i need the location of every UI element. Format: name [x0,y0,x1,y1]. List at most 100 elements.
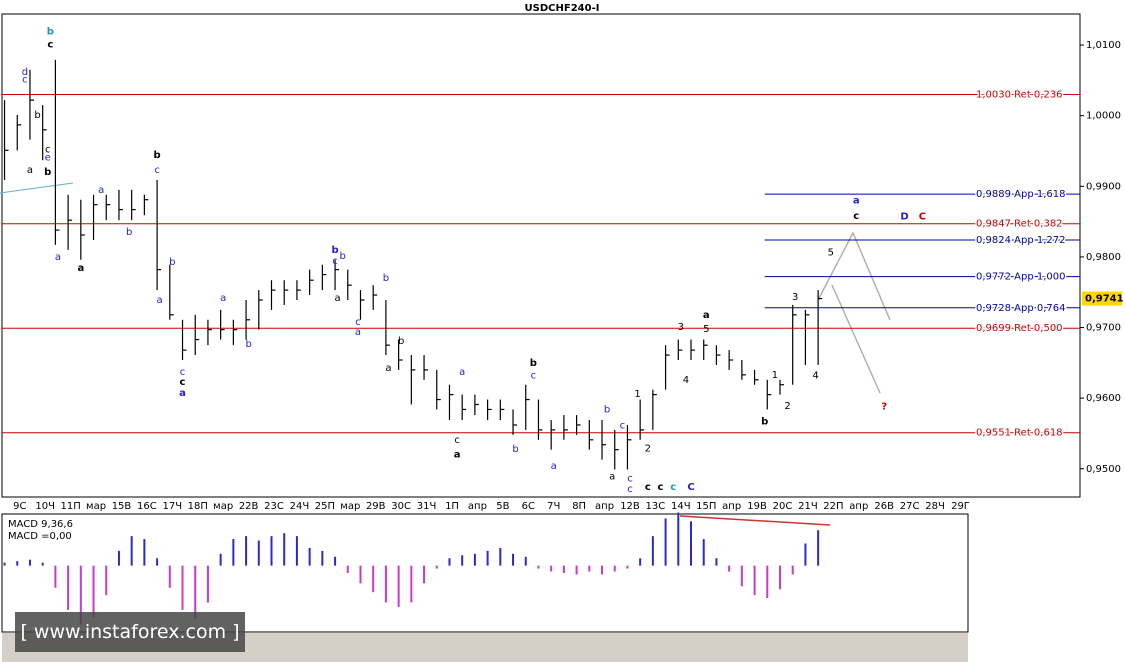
wave-label: b [512,444,518,455]
macd-bar [295,536,298,566]
level-label: 0,9728 App 0,764 [976,303,1066,314]
wave-label: C [687,482,694,493]
wave-label: c [531,371,537,382]
macd-bar [448,558,451,566]
last-price-box [1082,291,1122,306]
macd-bar [537,565,540,569]
wave-label: 5 [828,248,834,259]
macd-bar [766,565,769,599]
wave-label: a [454,450,461,461]
macd-bar [651,536,654,566]
chart-title: USDCHF240-I [525,3,600,14]
wave-label: a [609,472,615,483]
macd-bar [3,562,6,566]
macd-bar [550,565,553,572]
main-panel [1,13,1081,498]
last-price-label: 0,9741 [1085,294,1124,305]
macd-bar [130,536,133,566]
wave-label: 1 [772,370,778,381]
macd-bar [334,556,337,566]
wave-label: a [179,388,186,399]
wave-label: a [27,165,33,176]
macd-bar [639,558,642,566]
macd-bar [168,565,171,588]
macd-bar [804,543,807,566]
wave-label: c [620,421,626,432]
wave-label: b [383,273,389,284]
level-label: 0,9889 App 1,618 [976,189,1066,200]
projection-path [817,231,891,321]
wave-label: b [340,251,346,262]
macd-bar [283,533,286,566]
x-tick-label: 28Ч [925,501,945,512]
y-tick-label: 0,9600 [1086,393,1121,404]
wave-label: b [34,110,40,121]
macd-bar [499,547,502,566]
x-tick-label: 6С [522,501,535,512]
x-tick-label: апр [468,501,487,512]
macd-bar [512,553,515,566]
x-tick-label: 9С [13,501,26,512]
macd-bar [435,565,438,569]
macd-bar [817,530,820,566]
macd-bar [461,555,464,566]
y-tick-label: 1,0100 [1086,40,1121,51]
wave-label: a [385,363,391,374]
wave-label: c [22,75,28,86]
watermark: [ www.instaforex.com ] [15,612,245,652]
wave-label: c [45,145,51,156]
wave-label: b [604,404,610,415]
wave-label: b [154,150,161,161]
wave-label: 1 [634,389,640,400]
level-label: 0,9772 App 1,000 [976,272,1066,283]
wave-label: 4 [683,375,689,386]
macd-bar [219,553,222,566]
projection-path [831,284,881,394]
wave-label: b [44,167,51,178]
macd-bar [791,565,794,575]
wave-label: D [900,212,908,223]
wave-label: c [355,317,361,328]
macd-bar [359,565,362,584]
macd-bar [384,565,387,603]
macd-bar [613,565,616,572]
macd-label: MACD 9,36,6 [8,519,73,530]
wave-label: c [670,482,676,493]
wave-label: 3 [792,292,798,303]
wave-label: b [331,245,338,256]
x-tick-label: 15П [696,501,716,512]
macd-bar [28,559,31,566]
wave-label: a [853,195,860,206]
macd-bar [372,565,375,593]
wave-label: a [335,293,341,304]
x-tick-label: 21Ч [798,501,818,512]
y-tick-label: 0,9900 [1086,181,1121,192]
x-tick-label: 5В [496,501,509,512]
wave-label: b [398,336,404,347]
x-tick-label: 26В [874,501,894,512]
macd-bar [702,539,705,566]
x-tick-label: апр [595,501,614,512]
macd-bar [194,565,197,619]
macd-bar [143,539,146,566]
x-tick-label: 24Ч [290,501,310,512]
x-tick-label: 19В [747,501,767,512]
x-tick-label: 27С [900,501,920,512]
macd-bar [257,540,260,566]
macd-bar [728,565,731,572]
macd-bar [524,556,527,566]
wave-label: c [627,474,633,485]
x-tick-label: апр [722,501,741,512]
wave-label: c [645,482,651,493]
wave-label: c [454,435,460,446]
wave-label: b [530,358,537,369]
macd-bar [206,565,209,603]
x-tick-label: 14Ч [671,501,691,512]
macd-bar [740,565,743,587]
macd-bar [562,565,565,573]
level-label: 0,9699 Ret 0,500 [976,323,1063,334]
x-tick-label: 23С [264,501,284,512]
macd-bar [117,550,120,566]
macd-bar [232,539,235,566]
